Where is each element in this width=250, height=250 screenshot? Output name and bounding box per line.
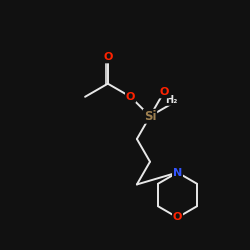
- Text: Si: Si: [144, 110, 156, 123]
- Text: N: N: [173, 168, 182, 177]
- Text: O: O: [126, 92, 135, 102]
- Text: O: O: [159, 88, 168, 98]
- Text: H₂: H₂: [165, 95, 177, 105]
- Text: O: O: [103, 52, 113, 62]
- Text: O: O: [173, 212, 182, 222]
